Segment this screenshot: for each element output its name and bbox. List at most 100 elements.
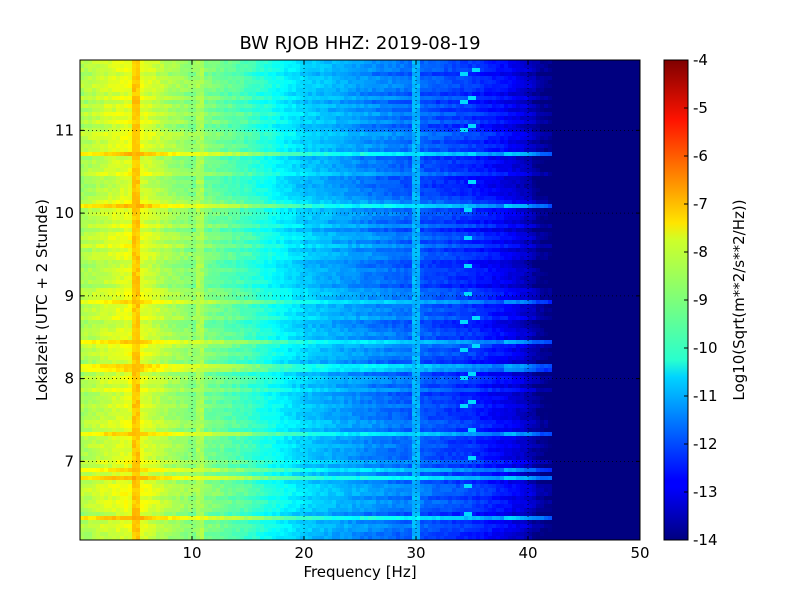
heatmap-cell <box>104 72 109 77</box>
heatmap-cell <box>440 136 445 141</box>
heatmap-cell <box>96 76 101 81</box>
heatmap-cell <box>488 84 493 89</box>
heatmap-cell <box>368 196 373 201</box>
heatmap-cell <box>208 112 213 117</box>
heatmap-cell <box>136 140 141 145</box>
heatmap-cell <box>416 168 421 173</box>
heatmap-cell <box>132 176 137 181</box>
heatmap-cell <box>632 80 637 85</box>
heatmap-cell <box>632 124 637 129</box>
heatmap-cell <box>480 84 485 89</box>
heatmap-cell <box>184 96 189 101</box>
heatmap-cell <box>220 160 225 165</box>
heatmap-cell <box>324 112 329 117</box>
heatmap-cell <box>208 88 213 93</box>
heatmap-cell <box>436 136 441 141</box>
heatmap-cell <box>440 124 445 129</box>
heatmap-cell <box>388 120 393 125</box>
heatmap-cell <box>280 76 285 81</box>
heatmap-cell <box>336 108 341 113</box>
heatmap-cell <box>388 124 393 129</box>
heatmap-cell <box>304 132 309 137</box>
heatmap-cell <box>472 108 477 113</box>
heatmap-cell <box>216 96 221 101</box>
heatmap-cell <box>488 144 493 149</box>
heatmap-cell <box>340 88 345 93</box>
heatmap-cell <box>288 68 293 73</box>
heatmap-cell <box>572 120 577 125</box>
heatmap-cell <box>116 76 121 81</box>
heatmap-cell <box>104 68 109 73</box>
heatmap-cell <box>484 176 489 181</box>
heatmap-cell <box>132 92 137 97</box>
heatmap-cell <box>124 188 129 193</box>
heatmap-cell <box>628 168 633 173</box>
heatmap-cell <box>448 180 453 185</box>
heatmap-cell <box>556 104 561 109</box>
heatmap-cell <box>416 156 421 161</box>
heatmap-cell <box>324 140 329 145</box>
heatmap-cell <box>264 144 269 149</box>
heatmap-cell <box>88 60 93 65</box>
heatmap-cell <box>84 76 89 81</box>
heatmap-cell <box>376 72 381 77</box>
heatmap-cell <box>260 104 265 109</box>
heatmap-cell <box>168 188 173 193</box>
heatmap-cell <box>180 156 185 161</box>
heatmap-cell <box>284 164 289 169</box>
heatmap-cell <box>236 100 241 105</box>
heatmap-cell <box>496 192 501 197</box>
heatmap-cell <box>112 172 117 177</box>
heatmap-cell <box>536 76 541 81</box>
heatmap-cell <box>172 176 177 181</box>
heatmap-cell <box>232 188 237 193</box>
heatmap-cell <box>612 148 617 153</box>
heatmap-cell <box>176 112 181 117</box>
heatmap-cell <box>272 108 277 113</box>
heatmap-cell <box>204 196 209 201</box>
heatmap-cell <box>568 80 573 85</box>
heatmap-cell <box>312 124 317 129</box>
heatmap-cell <box>200 140 205 145</box>
heatmap-cell <box>308 64 313 69</box>
heatmap-cell <box>572 132 577 137</box>
heatmap-cell <box>116 144 121 149</box>
heatmap-cell <box>168 64 173 69</box>
heatmap-cell <box>152 188 157 193</box>
heatmap-cell <box>308 132 313 137</box>
heatmap-cell <box>328 116 333 121</box>
heatmap-cell <box>84 124 89 129</box>
heatmap-cell <box>108 136 113 141</box>
heatmap-cell <box>160 92 165 97</box>
heatmap-cell <box>240 96 245 101</box>
heatmap-cell <box>360 80 365 85</box>
heatmap-cell <box>212 148 217 153</box>
heatmap-cell <box>312 156 317 161</box>
heatmap-cell <box>296 60 301 65</box>
heatmap-cell <box>364 160 369 165</box>
heatmap-cell <box>264 108 269 113</box>
heatmap-cell <box>292 144 297 149</box>
heatmap-cell <box>528 140 533 145</box>
heatmap-cell <box>452 144 457 149</box>
heatmap-cell <box>600 136 605 141</box>
heatmap-cell <box>80 140 85 145</box>
heatmap-cell <box>348 168 353 173</box>
heatmap-cell <box>124 164 129 169</box>
heatmap-cell <box>156 180 161 185</box>
heatmap-cell <box>404 72 409 77</box>
heatmap-cell <box>224 188 229 193</box>
heatmap-cell <box>348 164 353 169</box>
heatmap-cell <box>508 100 513 105</box>
heatmap-cell <box>224 160 229 165</box>
heatmap-cell <box>124 60 129 65</box>
heatmap-cell <box>520 112 525 117</box>
heatmap-cell <box>296 176 301 181</box>
heatmap-cell <box>448 172 453 177</box>
heatmap-cell <box>108 176 113 181</box>
heatmap-cell <box>496 124 501 129</box>
heatmap-cell <box>472 156 477 161</box>
heatmap-cell <box>500 192 505 197</box>
heatmap-cell <box>220 120 225 125</box>
heatmap-cell <box>560 80 565 85</box>
